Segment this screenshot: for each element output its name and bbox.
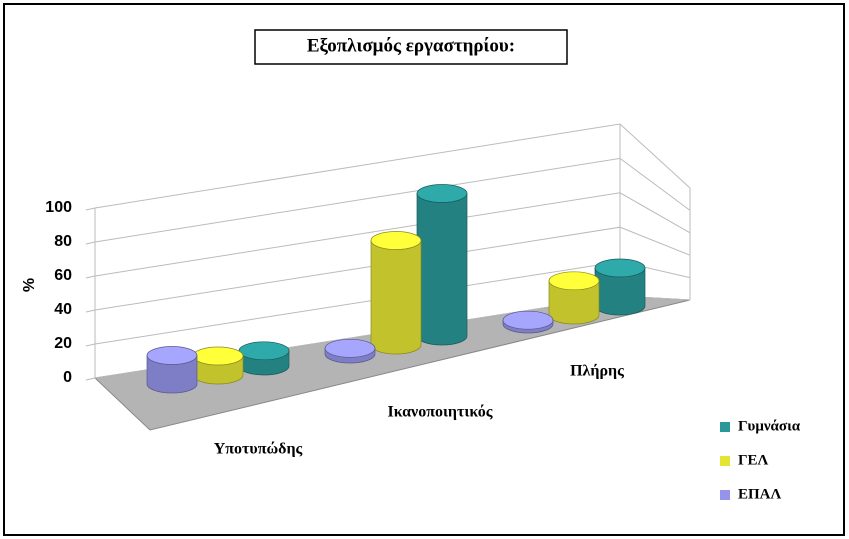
bar-top [548, 271, 600, 291]
legend-label: Γυμνάσια [738, 418, 801, 434]
bar-top [594, 258, 646, 278]
bar-top [416, 184, 468, 203]
grid-line [85, 192, 691, 279]
grid-line [85, 295, 691, 381]
legend-swatch [720, 422, 730, 432]
bar-top [502, 310, 554, 330]
y-tick-label: 80 [54, 233, 72, 250]
legend-swatch [720, 490, 730, 500]
y-tick-label: 20 [54, 335, 72, 352]
bar-top [192, 346, 244, 366]
y-tick-label: 40 [54, 301, 72, 318]
y-axis-label: % [21, 278, 38, 292]
bar-top [238, 341, 290, 361]
grid-line [85, 123, 691, 211]
chart-title: Εξοπλισμός εργαστηρίου: [307, 35, 515, 56]
y-tick-label: 100 [45, 199, 72, 216]
bar-top [146, 346, 198, 365]
y-tick-label: 0 [63, 369, 72, 386]
grid-line [85, 261, 691, 347]
x-tick-label: Υποτυπώδης [214, 441, 303, 458]
legend-label: ΓΕΛ [738, 452, 769, 468]
bar-side [146, 355, 198, 394]
title-box [254, 29, 568, 65]
x-tick-label: Πλήρης [570, 363, 624, 380]
bar-top [324, 338, 376, 358]
x-tick-label: Ικανοποιητικός [387, 404, 492, 421]
grid-line [85, 157, 691, 245]
bar-top [370, 231, 422, 250]
bar-side [370, 240, 422, 355]
bar-side [416, 193, 468, 346]
grid-line [85, 226, 691, 313]
legend-label: ΕΠΑΛ [738, 486, 782, 502]
y-tick-label: 60 [54, 267, 72, 284]
legend-swatch [720, 456, 730, 466]
